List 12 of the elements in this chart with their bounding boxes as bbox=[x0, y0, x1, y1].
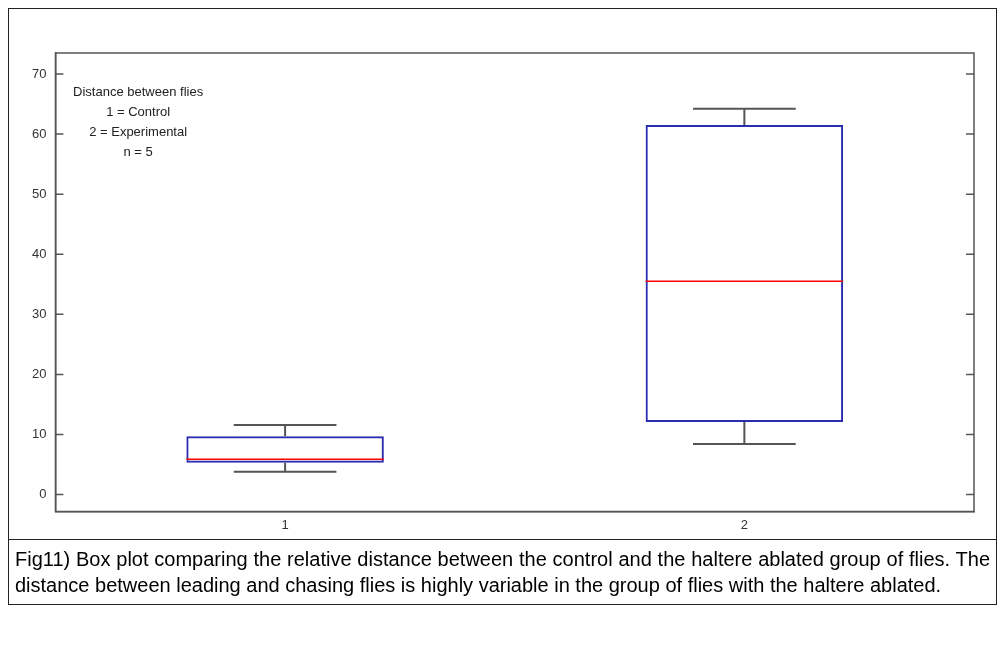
annotation: Distance between flies 1 = Control 2 = Experimental n = 5 bbox=[73, 84, 204, 160]
caption: Fig11) Box plot comparing the relative distance between the control and the haltere ablated group of flies. The distance between leading and chasing flies is highly variable in the group of flies with the haltere ablated. bbox=[9, 539, 996, 604]
y-tick-label: 40 bbox=[31, 245, 47, 261]
y-tick-label: 10 bbox=[31, 426, 47, 442]
y-tick-label: 0 bbox=[39, 486, 47, 502]
y-tick-label: 60 bbox=[31, 125, 47, 141]
x-tick-label: 1 bbox=[281, 516, 289, 532]
y-tick-label: 20 bbox=[31, 366, 47, 381]
y-tick-label: 50 bbox=[31, 185, 47, 201]
x-tick-label: 2 bbox=[740, 516, 748, 532]
y-tick-label: 70 bbox=[31, 65, 47, 81]
y-tick-label: 30 bbox=[31, 305, 47, 321]
